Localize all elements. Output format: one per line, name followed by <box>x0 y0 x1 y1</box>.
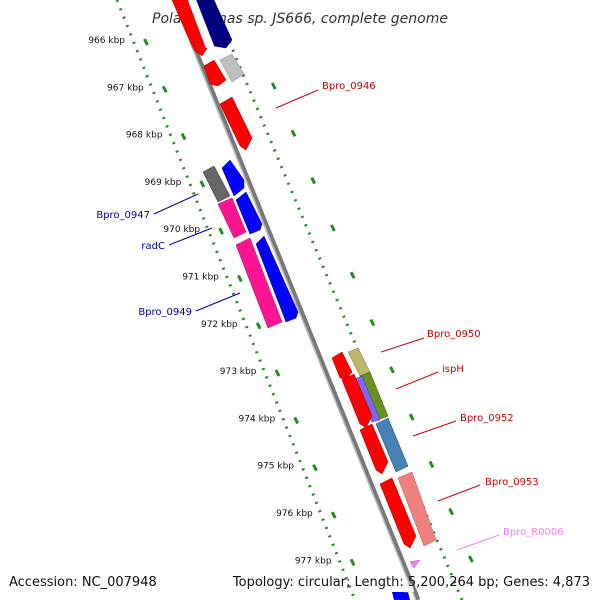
label-leader-line <box>168 227 213 246</box>
gene-bottom-white[interactable] <box>401 583 415 593</box>
label-leader-line <box>456 534 500 551</box>
gene-label[interactable]: ispH <box>442 364 464 375</box>
gene-label[interactable]: Bpro_0946 <box>322 81 376 92</box>
gene-bpro-r0006[interactable] <box>409 559 421 569</box>
gene-label[interactable]: radC <box>141 241 165 252</box>
kbp-tick-label: 972 kbp <box>201 320 238 330</box>
gene-blue-long[interactable] <box>255 235 299 323</box>
kbp-tick-label: 967 kbp <box>107 83 144 93</box>
kbp-tick-label: 977 kbp <box>295 556 332 566</box>
kbp-tick-label: 966 kbp <box>88 36 125 46</box>
accession-text: Accession: NC_007948 <box>9 575 157 590</box>
gene-bpro-0953[interactable] <box>397 471 437 547</box>
kbp-ruler: 966 kbp 967 kbp 968 kbp 969 kbp 970 kbp 971 k… <box>88 36 474 566</box>
gene-label[interactable]: Bpro_R0006 <box>503 527 564 538</box>
kbp-tick-mark <box>349 558 356 566</box>
outer-tick-mark <box>428 460 435 469</box>
gene-red-small[interactable] <box>203 59 227 87</box>
label-leader-line <box>437 484 481 502</box>
gene-label[interactable]: Bpro_0947 <box>96 210 150 221</box>
gene-red-lower-1[interactable] <box>331 351 353 381</box>
gene-bottom-blue[interactable] <box>392 592 410 600</box>
gene-label[interactable]: Bpro_0952 <box>460 413 514 424</box>
gene-bpro-0952[interactable] <box>375 417 409 473</box>
kbp-tick-label: 969 kbp <box>145 178 182 188</box>
outer-tick-mark <box>468 555 474 563</box>
kbp-tick-mark <box>161 85 168 93</box>
kbp-tick-label: 971 kbp <box>182 273 219 283</box>
kbp-tick-mark <box>143 38 149 46</box>
label-leader-line <box>395 371 439 390</box>
kbp-tick-mark <box>312 464 318 472</box>
gene-label[interactable]: Bpro_0950 <box>427 329 481 340</box>
gene-features <box>171 0 437 600</box>
kbp-tick-label: 968 kbp <box>126 131 163 141</box>
gene-bpro-0947[interactable] <box>202 165 231 203</box>
kbp-tick-label: 973 kbp <box>220 367 257 377</box>
outer-tick-mark <box>270 82 277 90</box>
kbp-tick-mark <box>180 132 187 141</box>
outer-tick-mark <box>310 176 317 185</box>
gene-red-lower-2[interactable] <box>341 373 373 429</box>
kbp-tick-mark <box>274 369 281 377</box>
label-leader-line <box>380 337 425 353</box>
label-leader-line <box>195 292 241 312</box>
gene-bpro-0949[interactable] <box>235 237 283 329</box>
gene-top-red-1[interactable] <box>171 0 211 57</box>
genome-backbone-highlight <box>172 0 417 600</box>
map-title: Polaromonas sp. JS666, complete genome <box>152 11 448 27</box>
kbp-tick-label: 976 kbp <box>276 509 313 519</box>
kbp-tick-mark <box>237 274 243 283</box>
kbp-tick-label: 975 kbp <box>257 462 294 472</box>
outer-tick-mark <box>389 366 395 374</box>
label-leader-line <box>275 89 319 109</box>
gene-radc[interactable] <box>217 197 247 239</box>
outer-tick-mark <box>448 508 454 516</box>
kbp-tick-label: 974 kbp <box>239 414 276 424</box>
gene-label[interactable]: Bpro_0953 <box>485 477 539 488</box>
kbp-tick-mark <box>293 416 300 425</box>
label-leader-line <box>153 193 199 215</box>
outer-tick-mark <box>369 318 376 327</box>
kbp-tick-label: 970 kbp <box>163 225 200 235</box>
gene-silver[interactable] <box>219 53 245 83</box>
kbp-tick-mark <box>199 180 206 188</box>
gene-top-white[interactable] <box>187 0 215 49</box>
outer-tick-mark <box>290 129 297 137</box>
kbp-tick-mark <box>330 511 337 519</box>
gene-labels: Bpro_0946 Bpro_0947 radC Bpro_0949 Bpro_0950… <box>96 81 564 551</box>
outer-tick-mark <box>408 413 415 421</box>
gene-red-lower-3[interactable] <box>359 423 389 475</box>
genome-backbone <box>172 0 421 600</box>
gene-label[interactable]: Bpro_0949 <box>138 307 192 318</box>
kbp-tick-mark <box>255 322 262 330</box>
gene-blue-a[interactable] <box>221 159 245 197</box>
outer-tick-mark <box>330 224 336 232</box>
genome-summary-text: Topology: circular; Length: 5,200,264 bp… <box>232 575 590 590</box>
inner-dotted-track <box>115 0 357 600</box>
gene-bpro-0946[interactable] <box>219 96 253 151</box>
outer-tick-mark <box>349 271 356 279</box>
label-leader-line <box>412 420 457 437</box>
gene-red-lower-4[interactable] <box>379 477 417 549</box>
kbp-tick-mark <box>218 227 224 235</box>
gene-blue-b[interactable] <box>235 191 263 235</box>
